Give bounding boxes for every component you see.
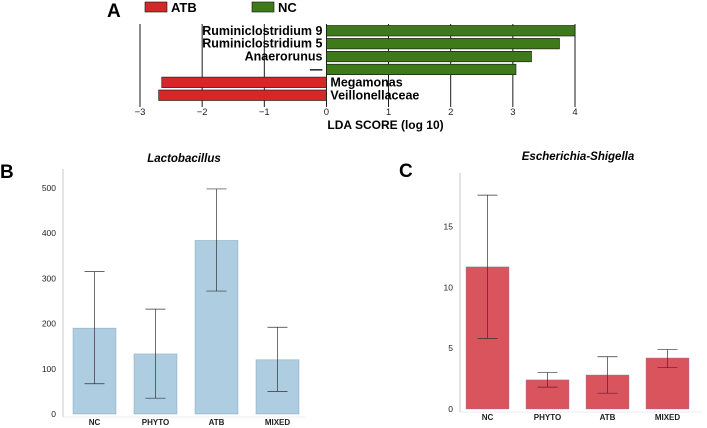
- y-tick-label: 5: [448, 343, 453, 353]
- lda-bar: [326, 25, 576, 37]
- x-tick-label: 3: [510, 107, 515, 118]
- x-tick-label: ATB: [209, 418, 225, 427]
- panel-label-c: C: [399, 161, 413, 182]
- legend-swatch: [144, 1, 168, 13]
- y-tick-label: 0: [51, 409, 56, 419]
- lda-bar: [158, 89, 327, 101]
- y-tick-label: 0: [448, 404, 453, 414]
- lda-bar-label: Ruminiclostridium 5: [202, 37, 322, 51]
- lda-bar: [326, 63, 517, 75]
- x-tick-label: 1: [386, 107, 391, 118]
- chart-title: Escherichia-Shigella: [522, 151, 635, 163]
- x-tick-label: ATB: [600, 413, 616, 422]
- x-axis-label: LDA SCORE (log 10): [327, 118, 443, 132]
- lda-bar-label: Veillonellaceae: [330, 88, 419, 102]
- y-tick-label: 15: [444, 222, 454, 232]
- legend-label: NC: [278, 0, 297, 15]
- legend-swatch: [251, 1, 275, 13]
- x-tick-label: −2: [197, 107, 208, 118]
- x-tick-label: MIXED: [655, 413, 681, 422]
- panel-label-a: A: [107, 1, 121, 22]
- bar: [525, 379, 570, 410]
- x-tick-label: NC: [482, 413, 494, 422]
- y-tick-label: 100: [42, 364, 56, 374]
- lda-bar-label: —: [310, 63, 323, 77]
- lactobacillus-chart: Lactobacillus 0 100 200 300 400 500 NC PHYTO ATB M…: [42, 153, 305, 427]
- y-tick-label: 400: [42, 228, 56, 238]
- lda-bar: [161, 76, 327, 88]
- x-tick-label: 4: [572, 107, 577, 118]
- y-tick-label: 300: [42, 273, 56, 283]
- lda-bar-label: Anaerorunus: [245, 50, 323, 64]
- x-tick-label: PHYTO: [142, 418, 169, 427]
- x-tick-label: PHYTO: [534, 413, 561, 422]
- escherichia-shigella-chart: Escherichia-Shigella 0 5 10 15 NC PHYTO ATB MIXE…: [444, 151, 702, 422]
- x-tick-label: NC: [89, 418, 101, 427]
- lda-bar: [326, 38, 560, 50]
- lda-bar: [326, 50, 532, 63]
- y-tick-label: 500: [42, 183, 56, 193]
- x-tick-label: 2: [448, 107, 453, 118]
- y-tick-label: 10: [444, 282, 454, 292]
- chart-title: Lactobacillus: [147, 153, 221, 165]
- x-tick-label: MIXED: [265, 418, 291, 427]
- y-tick-label: 200: [42, 319, 56, 329]
- lda-bar-label: Megamonas: [330, 75, 402, 89]
- x-tick-label: −3: [135, 107, 146, 118]
- x-tick-label: −1: [259, 107, 270, 118]
- legend-label: ATB: [171, 0, 197, 15]
- lda-bar-label: Ruminiclostridium 9: [202, 24, 322, 38]
- x-tick-label: 0: [324, 107, 329, 118]
- panel-label-b: B: [0, 162, 14, 183]
